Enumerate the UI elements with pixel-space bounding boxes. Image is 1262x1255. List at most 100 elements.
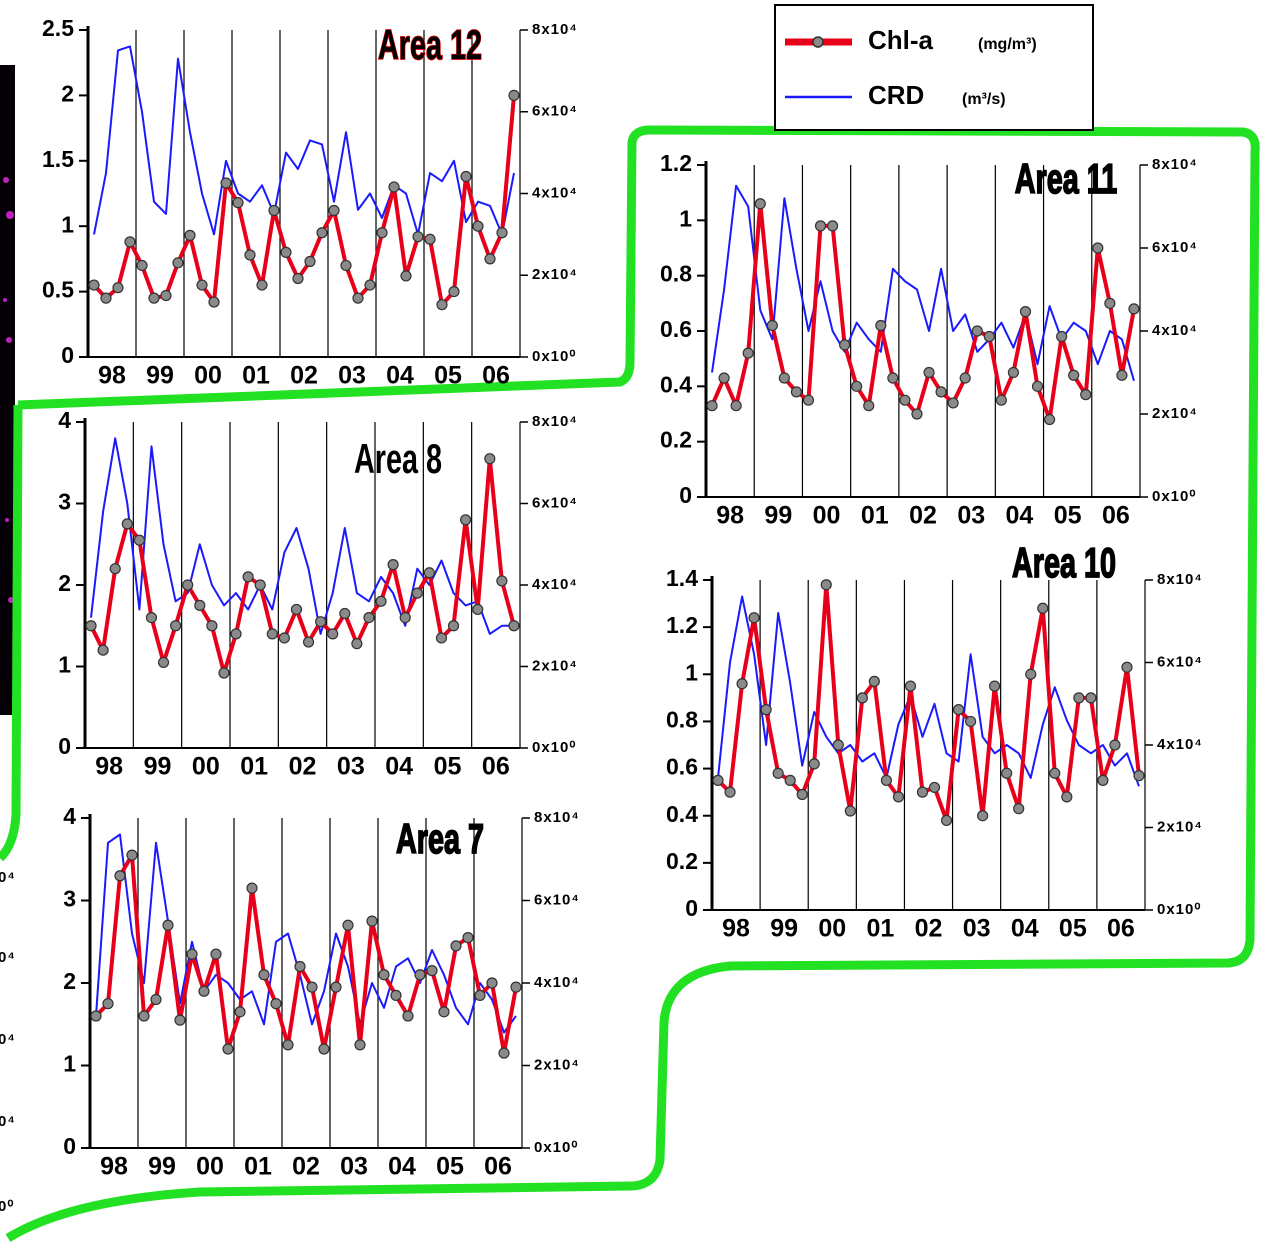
y-tick-label: 1 bbox=[58, 652, 71, 678]
legend: Chl-a(mg/m³)CRD(m³/s) bbox=[775, 5, 1093, 130]
x-tick-label: 04 bbox=[386, 362, 414, 390]
chla-marker bbox=[211, 949, 221, 959]
chla-marker bbox=[151, 995, 161, 1005]
chla-marker bbox=[767, 320, 777, 330]
chla-marker bbox=[115, 871, 125, 881]
chla-marker bbox=[257, 280, 267, 290]
y2-tick-label: 2x10⁴ bbox=[532, 657, 578, 674]
chla-marker bbox=[1093, 243, 1103, 253]
x-tick-label: 03 bbox=[963, 915, 991, 943]
chla-marker bbox=[245, 250, 255, 260]
y-tick-label: 4 bbox=[58, 407, 71, 433]
chla-marker bbox=[1062, 792, 1072, 802]
chla-marker bbox=[852, 381, 862, 391]
x-tick-label: 98 bbox=[722, 915, 750, 943]
page: 0⁴0⁴0⁴0⁴0⁰ 98990001020304050600.511.522.… bbox=[0, 0, 1262, 1255]
x-tick-label: 04 bbox=[385, 753, 413, 781]
y2-tick-label: 4x10⁴ bbox=[534, 974, 580, 991]
y-tick-label: 3 bbox=[63, 886, 76, 912]
x-tick-label: 03 bbox=[337, 753, 365, 781]
y2-tick-label: 6x10⁴ bbox=[532, 494, 578, 511]
x-tick-label: 05 bbox=[436, 1153, 464, 1181]
chla-marker bbox=[905, 681, 915, 691]
chla-marker bbox=[930, 782, 940, 792]
chla-marker bbox=[365, 280, 375, 290]
x-tick-label: 02 bbox=[289, 753, 317, 781]
chla-marker bbox=[461, 515, 471, 525]
y-tick-label: 1.2 bbox=[660, 150, 692, 176]
chla-marker bbox=[857, 693, 867, 703]
chla-marker bbox=[1026, 669, 1036, 679]
x-tick-label: 00 bbox=[818, 915, 846, 943]
map-dot bbox=[6, 211, 14, 219]
chla-marker bbox=[317, 228, 327, 238]
y-tick-label: 1.4 bbox=[666, 565, 698, 591]
x-tick-label: 99 bbox=[148, 1153, 176, 1181]
chla-marker bbox=[1074, 693, 1084, 703]
y2-tick-label: 6x10⁴ bbox=[532, 103, 578, 120]
chla-marker bbox=[1122, 662, 1132, 672]
y2-tick-label: 2x10⁴ bbox=[534, 1056, 580, 1073]
chla-marker bbox=[223, 1044, 233, 1054]
y-tick-label: 0 bbox=[63, 1133, 76, 1159]
chla-marker bbox=[497, 228, 507, 238]
chla-marker bbox=[110, 564, 120, 574]
chla-marker bbox=[171, 621, 181, 631]
chla-marker bbox=[98, 645, 108, 655]
chla-marker bbox=[103, 999, 113, 1009]
chla-marker bbox=[293, 274, 303, 284]
chla-marker bbox=[803, 395, 813, 405]
chla-marker bbox=[1105, 298, 1115, 308]
chla-marker bbox=[461, 171, 471, 181]
chla-marker bbox=[233, 198, 243, 208]
x-tick-label: 00 bbox=[196, 1153, 224, 1181]
chla-marker bbox=[425, 234, 435, 244]
chla-marker bbox=[185, 230, 195, 240]
y2-tick-label: 8x10⁴ bbox=[1157, 571, 1203, 588]
chla-marker bbox=[195, 600, 205, 610]
chla-marker bbox=[948, 398, 958, 408]
y2-tick-label: 6x10⁴ bbox=[1157, 653, 1203, 670]
x-tick-label: 03 bbox=[957, 502, 985, 530]
chla-marker bbox=[427, 966, 437, 976]
y-tick-label: 1 bbox=[679, 205, 692, 231]
chla-marker bbox=[281, 247, 291, 257]
chla-marker bbox=[1134, 771, 1144, 781]
chla-marker bbox=[936, 387, 946, 397]
chla-marker bbox=[367, 916, 377, 926]
chla-marker bbox=[329, 206, 339, 216]
chla-marker bbox=[199, 986, 209, 996]
chla-marker bbox=[305, 257, 315, 267]
chla-marker bbox=[355, 1040, 365, 1050]
x-tick-label: 06 bbox=[1107, 915, 1135, 943]
y2-tick-label: 2x10⁴ bbox=[532, 266, 578, 283]
y-tick-label: 0.2 bbox=[660, 427, 692, 453]
cropped-label: 0⁰ bbox=[0, 1198, 14, 1215]
y2-tick-label: 8x10⁴ bbox=[532, 21, 578, 38]
chla-marker bbox=[352, 639, 362, 649]
y2-tick-label: 8x10⁴ bbox=[532, 413, 578, 430]
y-tick-label: 4 bbox=[63, 803, 76, 829]
chla-marker bbox=[125, 237, 135, 247]
legend-box bbox=[775, 5, 1093, 130]
x-tick-label: 99 bbox=[146, 362, 174, 390]
chla-marker bbox=[725, 787, 735, 797]
chla-marker bbox=[319, 1044, 329, 1054]
chart-title: Area 10 bbox=[1012, 539, 1116, 587]
chla-marker bbox=[499, 1048, 509, 1058]
x-tick-label: 02 bbox=[909, 502, 937, 530]
y-tick-label: 2 bbox=[63, 968, 76, 994]
y-tick-label: 0.6 bbox=[660, 316, 692, 342]
chla-marker bbox=[269, 206, 279, 216]
x-tick-label: 06 bbox=[484, 1153, 512, 1181]
legend-marker bbox=[813, 37, 823, 47]
y-tick-label: 0.8 bbox=[666, 707, 698, 733]
chla-marker bbox=[436, 633, 446, 643]
chla-marker bbox=[869, 676, 879, 686]
y2-tick-label: 0x10⁰ bbox=[532, 348, 576, 365]
chla-marker bbox=[219, 668, 229, 678]
chla-marker bbox=[833, 740, 843, 750]
chla-marker bbox=[1129, 304, 1139, 314]
chla-marker bbox=[487, 978, 497, 988]
x-tick-label: 01 bbox=[244, 1153, 272, 1181]
